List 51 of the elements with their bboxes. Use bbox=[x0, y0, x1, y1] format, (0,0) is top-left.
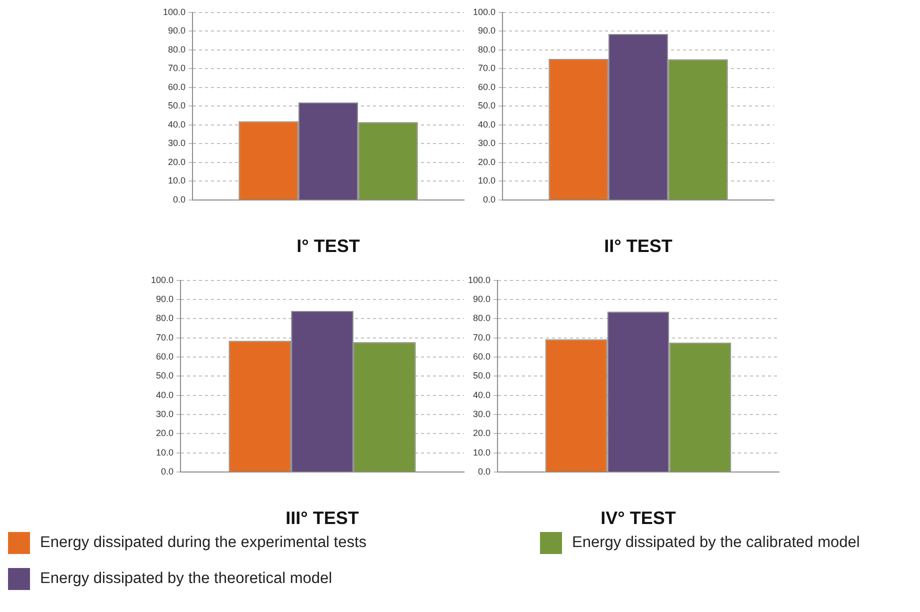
y-tick-label: 40.0 bbox=[168, 119, 186, 130]
y-tick-label: 30.0 bbox=[156, 409, 174, 420]
y-tick-label: 20.0 bbox=[156, 428, 174, 438]
y-tick-label: 90.0 bbox=[478, 26, 496, 36]
y-tick-label: 100.0 bbox=[472, 6, 496, 17]
y-tick-label: 80.0 bbox=[168, 44, 186, 54]
y-tick-label: 80.0 bbox=[156, 313, 174, 324]
y-tick-label: 50.0 bbox=[156, 370, 174, 381]
legend-label: Energy dissipated during the experimental tests bbox=[40, 534, 367, 552]
y-tick-label: 50.0 bbox=[478, 100, 496, 111]
y-tick-label: 30.0 bbox=[478, 138, 496, 148]
legend-label: Energy dissipated by the calibrated model bbox=[572, 534, 860, 552]
y-tick-label: 30.0 bbox=[472, 409, 491, 420]
y-tick-label: 100.0 bbox=[162, 6, 186, 17]
x-axis-title: II° TEST bbox=[604, 236, 672, 256]
y-tick-label: 10.0 bbox=[168, 176, 186, 186]
y-tick-label: 20.0 bbox=[472, 428, 491, 438]
y-tick-label: 90.0 bbox=[472, 294, 491, 304]
y-tick-label: 70.0 bbox=[478, 63, 496, 74]
y-tick-label: 0.0 bbox=[161, 466, 174, 476]
y-tick-label: 60.0 bbox=[156, 352, 174, 362]
y-tick-label: 50.0 bbox=[472, 370, 491, 381]
y-tick-label: 40.0 bbox=[478, 119, 496, 130]
y-tick-label: 60.0 bbox=[478, 82, 496, 92]
y-tick-label: 20.0 bbox=[478, 156, 496, 167]
y-tick-label: 60.0 bbox=[168, 82, 186, 92]
y-tick-label: 40.0 bbox=[156, 390, 174, 400]
y-tick-label: 90.0 bbox=[156, 294, 174, 304]
x-axis-title: IV° TEST bbox=[600, 508, 676, 528]
y-tick-label: 100.0 bbox=[468, 274, 491, 285]
y-tick-label: 80.0 bbox=[478, 44, 496, 54]
y-tick-label: 90.0 bbox=[168, 26, 186, 36]
y-tick-label: 20.0 bbox=[168, 156, 186, 167]
y-tick-label: 0.0 bbox=[173, 194, 186, 204]
y-tick-label: 0.0 bbox=[478, 466, 491, 476]
y-tick-label: 10.0 bbox=[478, 176, 496, 186]
legend-label: Energy dissipated by the theoretical model bbox=[40, 570, 332, 588]
y-tick-label: 30.0 bbox=[168, 138, 186, 148]
y-tick-label: 40.0 bbox=[472, 390, 491, 400]
y-tick-label: 10.0 bbox=[156, 447, 174, 458]
y-tick-label: 50.0 bbox=[168, 100, 186, 111]
y-tick-label: 60.0 bbox=[472, 352, 491, 362]
y-tick-label: 70.0 bbox=[472, 332, 491, 342]
y-tick-label: 80.0 bbox=[472, 313, 491, 324]
y-tick-label: 70.0 bbox=[168, 63, 186, 74]
y-tick-label: 0.0 bbox=[483, 194, 496, 204]
y-tick-label: 100.0 bbox=[150, 274, 174, 285]
x-axis-title: I° TEST bbox=[296, 236, 360, 256]
y-tick-label: 10.0 bbox=[472, 447, 491, 458]
x-axis-title: III° TEST bbox=[286, 508, 359, 528]
y-tick-label: 70.0 bbox=[156, 332, 174, 342]
